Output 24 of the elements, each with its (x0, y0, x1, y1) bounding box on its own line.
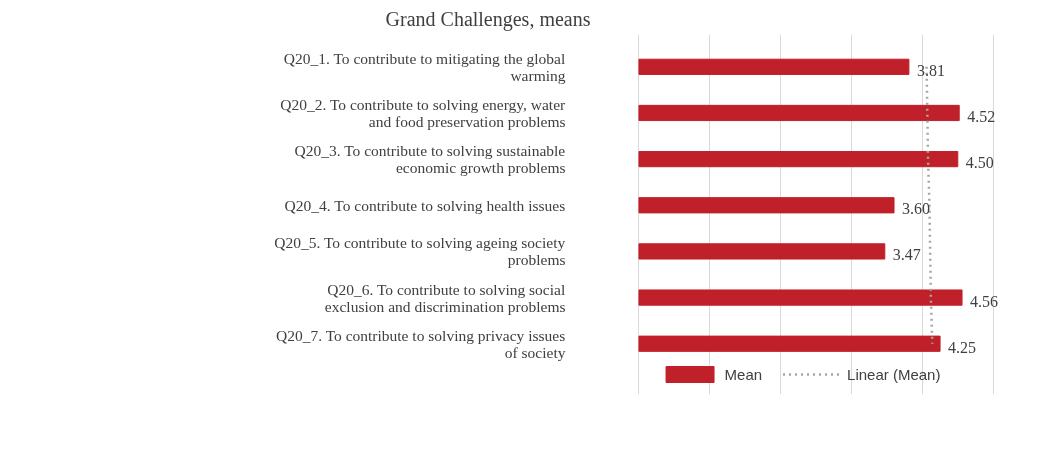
data-label: 4.52 (967, 107, 996, 125)
data-label: 4.56 (970, 292, 999, 310)
bar (638, 289, 963, 306)
data-label: 3.81 (916, 61, 945, 79)
bar (638, 104, 960, 122)
y-tick-label: Q20_6. To contribute to solving social exclusion and discrimination problems (324, 280, 566, 315)
data-label: 3.60 (902, 200, 931, 218)
bar (638, 151, 959, 168)
legend-label: Mean (724, 365, 763, 383)
y-tick-label: Q20_2. To contribute to solving energy, water and food preservation problems (280, 95, 567, 130)
chart-title: Grand Challenges, means (385, 7, 591, 31)
legend-label: Linear (Mean) (847, 365, 941, 383)
data-label: 4.25 (948, 338, 977, 356)
data-label: 3.47 (892, 246, 921, 264)
y-tick-label: Q20_1. To contribute to mitigating the global warming (283, 49, 566, 84)
bar (638, 243, 886, 260)
data-label: 4.50 (965, 154, 994, 172)
bar (638, 197, 895, 214)
y-tick-label: Q20_4. To contribute to solving health issues (284, 196, 566, 214)
y-tick-label: Q20_5. To contribute to solving ageing society problems (274, 234, 566, 269)
y-tick-label: Q20_3. To contribute to solving sustainable economic growth problems (294, 142, 566, 177)
bar (638, 58, 910, 75)
y-tick-label: Q20_7. To contribute to solving privacy issues of society (276, 326, 566, 361)
bar (638, 335, 941, 352)
